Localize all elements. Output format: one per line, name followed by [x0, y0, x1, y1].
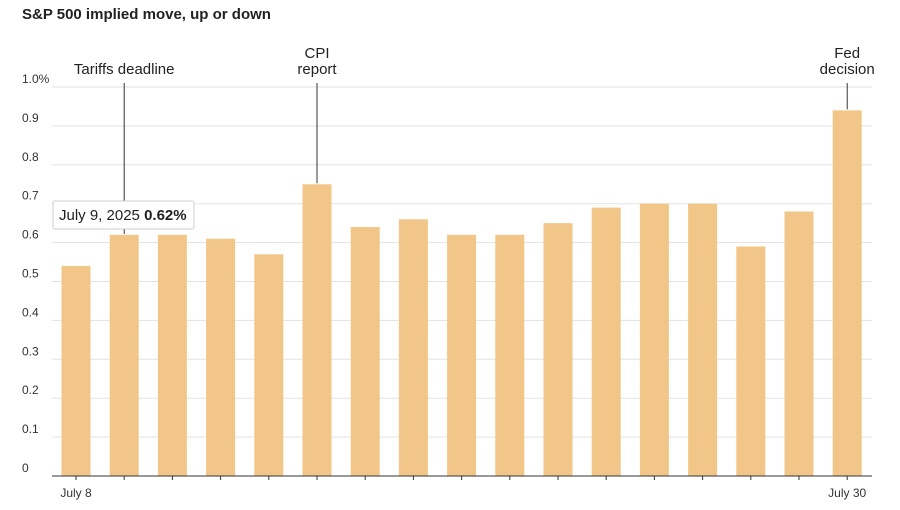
bar[interactable]	[784, 211, 814, 477]
y-tick-label: 0.1	[22, 422, 39, 436]
y-tick-label: 0.5	[22, 267, 39, 281]
bar[interactable]	[832, 110, 862, 476]
bar[interactable]	[302, 184, 332, 476]
bar[interactable]	[543, 223, 573, 476]
labels: 0 0.1 0.2 0.3 0.4 0.5 0.6 0.7 0.8 0.9 1.0% July 8 Ju…	[22, 45, 875, 500]
y-tick-label: 0.4	[22, 305, 39, 319]
annotation-label: CPI report	[297, 45, 337, 78]
chart-title: S&P 500 implied move, up or down	[22, 6, 271, 23]
tooltip-value: 0.62%	[144, 207, 187, 224]
bar[interactable]	[109, 234, 139, 476]
bar[interactable]	[591, 207, 621, 476]
bar[interactable]	[350, 227, 380, 476]
bar[interactable]	[254, 254, 284, 476]
y-tick-label: 0.7	[22, 189, 39, 203]
annotation-label: Fed decision	[820, 45, 875, 78]
y-tick-label: 0	[22, 461, 29, 475]
y-tick-label: 0.2	[22, 383, 39, 397]
bar[interactable]	[495, 234, 525, 476]
y-tick-label: 0.3	[22, 344, 39, 358]
bar[interactable]	[398, 219, 428, 476]
bars	[61, 110, 862, 477]
bar[interactable]	[206, 238, 236, 476]
bar[interactable]	[736, 246, 766, 476]
tooltip-box	[52, 200, 195, 230]
bar[interactable]	[447, 234, 477, 476]
annotation-lines	[123, 83, 848, 234]
axes	[52, 475, 872, 480]
tooltip-date: July 9, 2025	[59, 207, 144, 224]
tooltip-text: July 9, 2025 0.62%	[59, 207, 187, 224]
bar[interactable]	[61, 265, 91, 476]
y-tick-label: 0.8	[22, 150, 39, 164]
bar[interactable]	[688, 203, 718, 476]
tooltip[interactable]: July 9, 2025 0.62%	[52, 200, 195, 230]
y-tick-label: 0.6	[22, 228, 39, 242]
bar[interactable]	[157, 234, 187, 476]
y-tick-label: 0.9	[22, 111, 39, 125]
x-tick-label: July 8	[60, 486, 92, 500]
bar[interactable]	[639, 203, 669, 476]
y-tick-label: 1.0%	[22, 72, 50, 86]
annotation-label: Tariffs deadline	[74, 61, 175, 78]
x-tick-label: July 30	[828, 486, 866, 500]
